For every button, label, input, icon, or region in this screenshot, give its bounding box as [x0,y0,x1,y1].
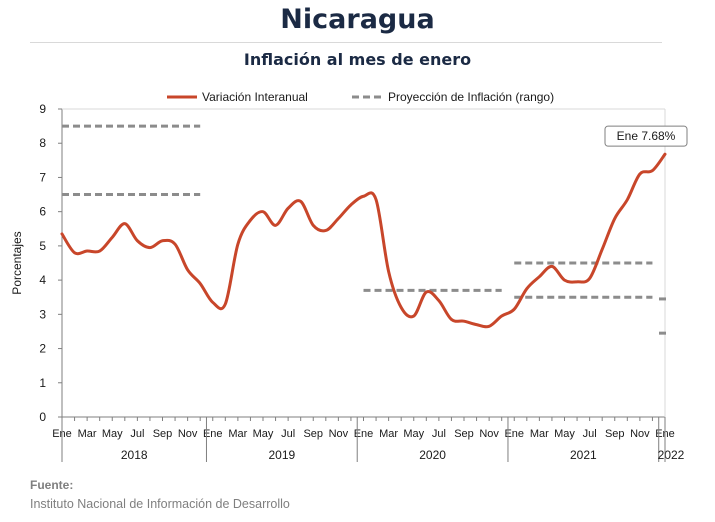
y-tick-label: 8 [39,136,46,150]
x-month-label: Mar [228,428,247,440]
x-month-label: May [554,428,575,440]
x-month-label: Mar [78,428,97,440]
x-month-label: Ene [504,428,524,440]
x-month-label: Jul [583,428,597,440]
x-month-label: Jul [281,428,295,440]
y-tick-label: 5 [39,239,46,253]
x-month-label: Jul [130,428,144,440]
chart-title: Nicaragua [280,4,435,35]
chart-legend: Variación Interanual Proyección de Inflac… [167,90,554,104]
x-year-label: 2022 [658,448,685,462]
chart-annotation: Ene 7.68% [604,125,688,147]
annotation-label: Ene 7.68% [617,129,676,143]
inflation-chart: Variación Interanual Proyección de Inflac… [10,90,688,462]
legend-label-variation: Variación Interanual [202,90,308,104]
y-tick-label: 4 [39,273,46,287]
y-tick-label: 3 [39,307,46,321]
x-year-label: 2018 [121,448,148,462]
x-month-label: Nov [479,428,499,440]
x-month-label: Sep [153,428,173,440]
x-month-label: Jul [432,428,446,440]
variation-series [60,152,667,329]
y-tick-label: 6 [39,205,46,219]
x-month-label: Sep [454,428,474,440]
variation-line [60,152,667,329]
title-divider [30,42,662,43]
source-label: Fuente: [30,478,74,492]
x-month-label: Sep [605,428,625,440]
x-year-label: 2021 [570,448,597,462]
y-tick-label: 0 [39,410,46,424]
y-tick-label: 2 [39,342,46,356]
x-year-label: 2019 [268,448,295,462]
x-year-label: 2020 [419,448,446,462]
source-text: Instituto Nacional de Información de Des… [30,497,290,511]
x-month-label: Nov [329,428,349,440]
x-month-label: Ene [203,428,223,440]
x-month-label: Sep [303,428,323,440]
x-month-label: Ene [354,428,374,440]
chart-subtitle: Inflación al mes de enero [243,50,472,69]
chart-axes: 0 1 2 3 4 5 6 7 8 9 Porcentajes Ene Mar May Jul Sep Nov E… [10,102,685,462]
x-month-label: Nov [630,428,650,440]
y-tick-label: 7 [39,170,46,184]
legend-label-projection: Proyección de Inflación (rango) [388,90,554,104]
x-month-label: Mar [379,428,398,440]
annotation-box [604,125,688,147]
projection-series [62,124,669,335]
y-tick-label: 9 [39,102,46,116]
x-month-label: Mar [530,428,549,440]
y-tick-label: 1 [39,376,46,390]
x-month-label: May [403,428,424,440]
x-month-label: Nov [178,428,198,440]
x-month-label: May [253,428,274,440]
x-month-label: May [102,428,123,440]
y-axis-label: Porcentajes [10,231,24,294]
